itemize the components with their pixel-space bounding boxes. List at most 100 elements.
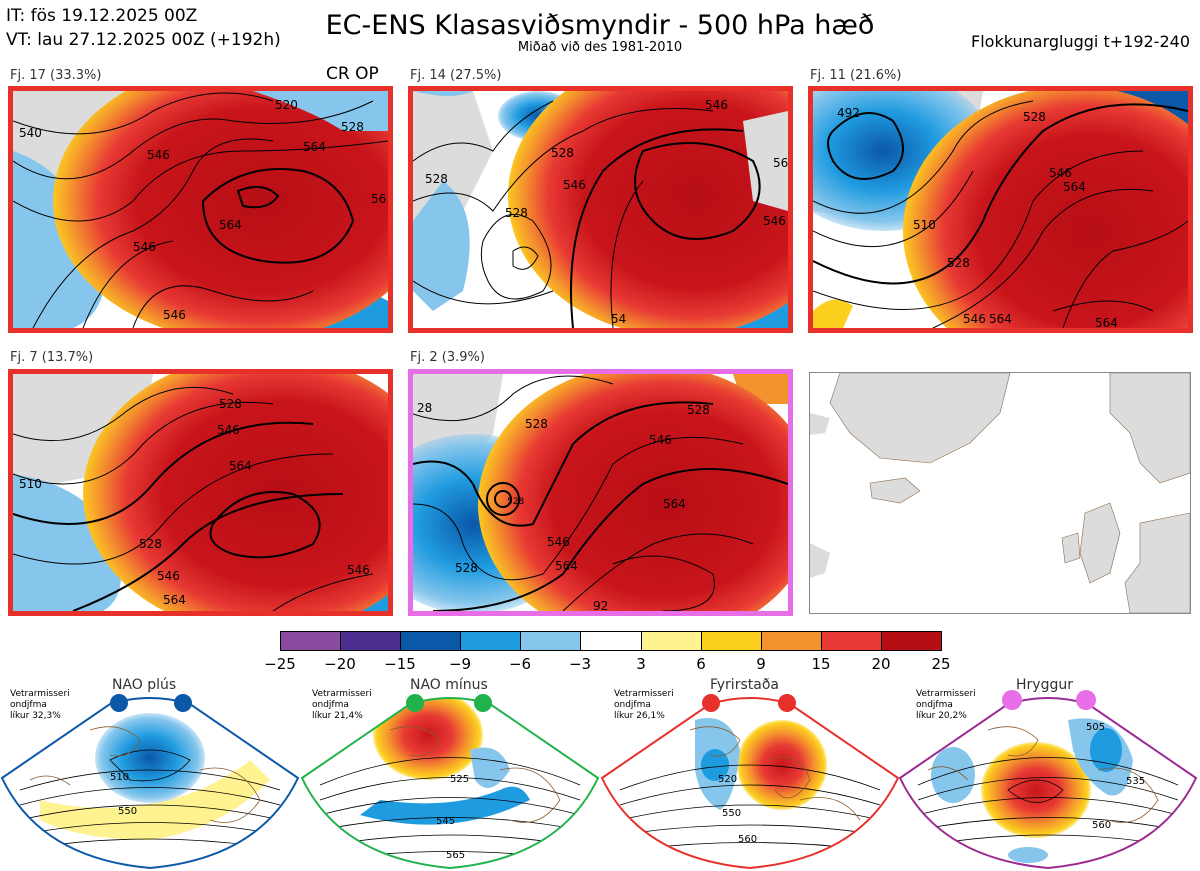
cold-anomaly-east — [470, 747, 510, 788]
page-title: EC-ENS Klasasviðsmyndir - 500 hPa hæð — [325, 10, 875, 41]
cold-anomaly-south — [1008, 847, 1048, 863]
contour-label: 546 — [347, 563, 370, 577]
contour-label: 528 — [947, 256, 970, 270]
contour-label: 528 — [219, 397, 242, 411]
regime-1-dot — [174, 694, 192, 712]
colorbar-tick: −6 — [508, 655, 532, 673]
contour-label: 528 — [505, 206, 528, 220]
regime-1-dot — [110, 694, 128, 712]
land-scandinavia — [1109, 373, 1190, 484]
contour-label: 564 — [163, 593, 186, 607]
contour-label: 540 — [19, 126, 42, 140]
contour-label: 546 — [563, 178, 586, 192]
colorbar-tick: 6 — [696, 655, 706, 673]
valid-time: VT: lau 27.12.2025 00Z (+192h) — [6, 30, 281, 50]
contour-label: 28 — [417, 401, 432, 415]
regime-info-line: ondjfma — [10, 700, 47, 710]
colorbar-swatch — [641, 632, 702, 650]
warm-anomaly — [40, 760, 270, 840]
regime-info-line: líkur 21,4% — [312, 711, 363, 721]
regime-1-title: NAO plús — [112, 677, 177, 693]
regime-2-map: 525 545 565 — [300, 697, 600, 870]
cold-anomaly-west — [931, 747, 975, 803]
colorbar-swatch — [761, 632, 822, 650]
colorbar-tick: −25 — [264, 655, 296, 673]
colorbar-swatch — [581, 632, 642, 650]
contour-label: 564 — [1095, 316, 1118, 328]
init-time: IT: fös 19.12.2025 00Z — [6, 6, 198, 26]
contour-label: 505 — [1086, 722, 1105, 733]
cold-anomaly-west — [413, 181, 470, 311]
contour-label: 56 — [773, 156, 788, 170]
land-iceland — [869, 477, 921, 504]
regime-info-line: ondjfma — [312, 700, 349, 710]
regime-4-border — [898, 697, 1198, 870]
cold-anomaly-north — [253, 91, 388, 131]
regime-4-dot — [1002, 690, 1022, 710]
contour-label: 564 — [989, 312, 1012, 326]
cold-anomaly — [95, 713, 205, 803]
colorbar-swatch — [281, 632, 342, 650]
regime-3-dot — [702, 694, 720, 712]
contour-label: 546 — [147, 148, 170, 162]
cluster-4-map: 528 546 564 510 528 546 564 546 — [8, 369, 393, 616]
colorbar-tick: 20 — [871, 655, 891, 673]
colorbar-tick: 9 — [756, 655, 766, 673]
land-europe — [1124, 512, 1190, 613]
contour-label: 56 — [371, 192, 386, 206]
contour-label: 564 — [229, 459, 252, 473]
contour-label: 528 — [425, 172, 448, 186]
base-map — [809, 372, 1191, 614]
regime-info-line: líkur 32,3% — [10, 711, 61, 721]
contour-label: 560 — [1092, 820, 1111, 831]
colorbar-tick: −3 — [568, 655, 592, 673]
warm-anomaly-sw — [813, 299, 853, 328]
contour-label: 528 — [341, 120, 364, 134]
cold-anomaly — [13, 474, 121, 611]
land-newfoundland — [810, 543, 830, 578]
colorbar-swatch — [521, 632, 582, 650]
contour-label: 546 — [133, 240, 156, 254]
contour-label: 528 — [525, 417, 548, 431]
cold-core — [701, 749, 729, 781]
contour-label: 546 — [763, 214, 786, 228]
contour-label: 565 — [446, 850, 465, 861]
land-canada — [810, 413, 830, 435]
cluster-2-label: Fj. 14 (27.5%) — [410, 68, 502, 83]
contour-label: 520 — [718, 774, 737, 785]
land-scandinavia — [743, 111, 788, 211]
land-ireland — [1061, 532, 1081, 564]
regime-2-border — [300, 697, 600, 870]
warm-anomaly — [981, 742, 1091, 838]
contour-label: 528 — [1023, 110, 1046, 124]
regime-4-dot — [1076, 690, 1096, 710]
regime-3-border — [600, 697, 900, 870]
colorbar-tick: −15 — [384, 655, 416, 673]
contour-label: 510 — [913, 218, 936, 232]
contour-label: 546 — [163, 308, 186, 322]
contour-label: 550 — [118, 806, 137, 817]
regime-1-map: 510 550 — [0, 697, 300, 870]
contour-label: 546 — [547, 535, 570, 549]
contour-label: 510 — [19, 477, 42, 491]
contour-label: 510 — [110, 772, 129, 783]
regime-info-line: líkur 26,1% — [614, 711, 665, 721]
regime-3-map: 520 550 560 — [600, 697, 900, 870]
colorbar-swatch — [821, 632, 882, 650]
cold-core — [1090, 728, 1122, 772]
regime-info-line: ondjfma — [916, 700, 953, 710]
cluster-1-map: 520 528 546 564 56 546 540 546 564 — [8, 86, 393, 333]
contour-label: 564 — [219, 218, 242, 232]
anomaly-colorbar — [280, 631, 942, 651]
cluster-3-map: 492 528 546 564 510 528 546 564 564 — [808, 86, 1193, 333]
contour-label: 520 — [275, 98, 298, 112]
contour-label: 564 — [555, 559, 578, 573]
warm-anomaly — [53, 91, 388, 328]
warm-anomaly — [508, 91, 788, 328]
contour-label: 528 — [551, 146, 574, 160]
regime-info-line: líkur 20,2% — [916, 711, 967, 721]
contour-label: 550 — [722, 808, 741, 819]
contour-label: 546 — [1049, 166, 1072, 180]
warm-anomaly — [83, 374, 388, 611]
colorbar-swatch — [341, 632, 402, 650]
